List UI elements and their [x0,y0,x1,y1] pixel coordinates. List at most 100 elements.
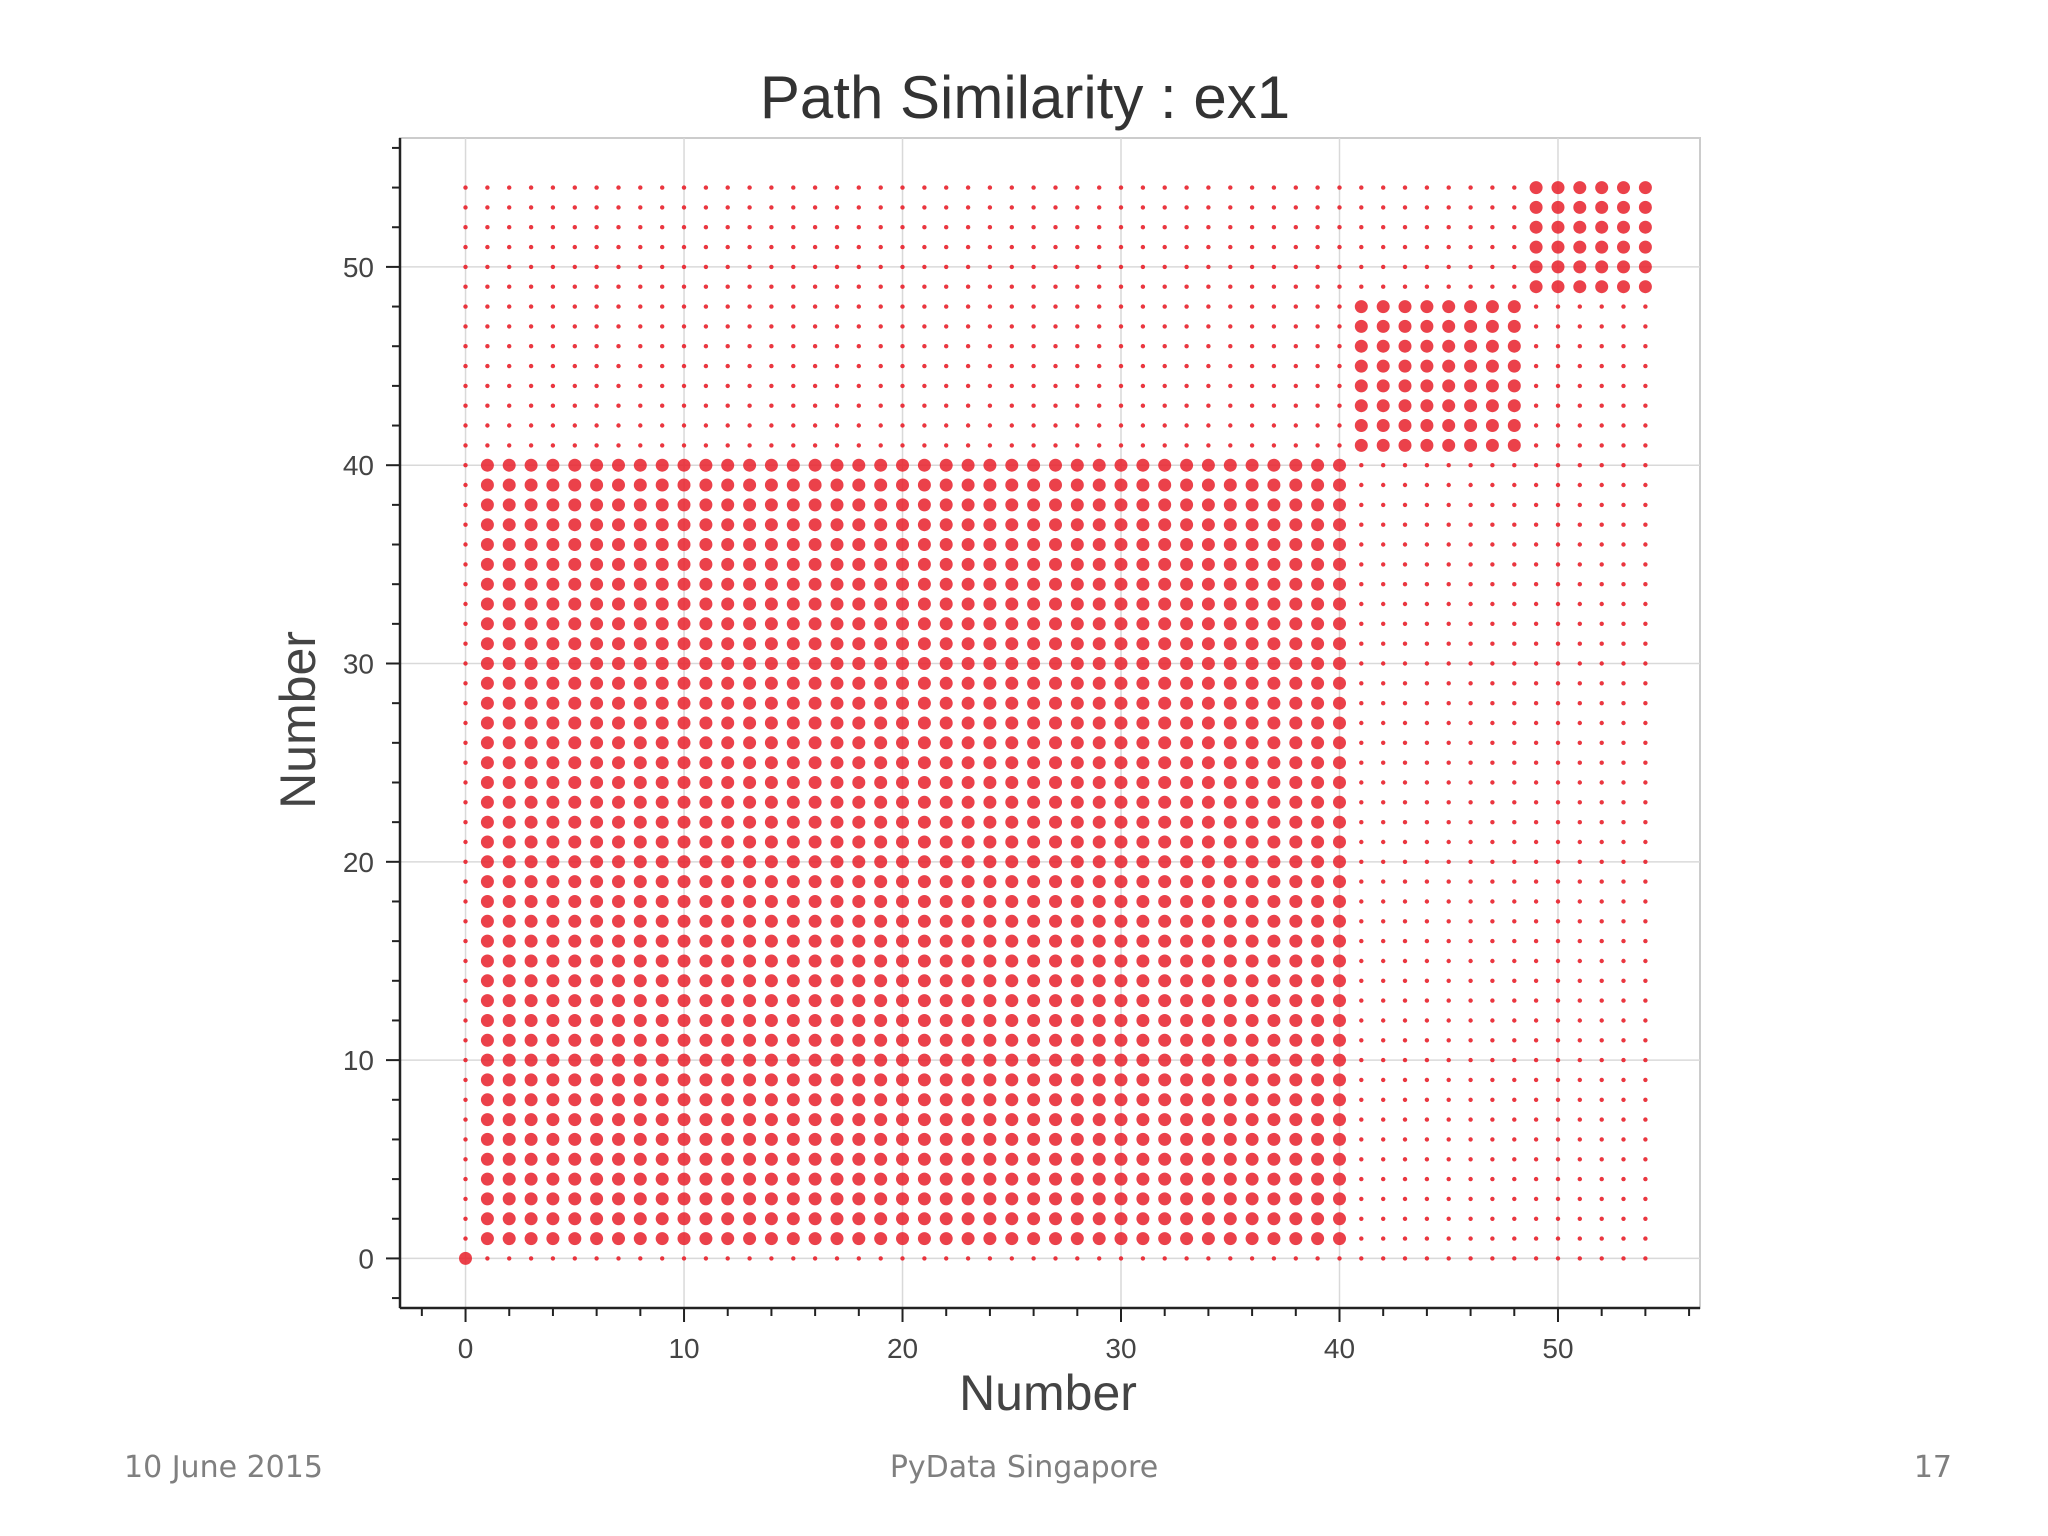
data-point [1289,1113,1303,1127]
data-point [1114,1192,1128,1206]
data-point [568,1113,582,1127]
data-point [1359,1236,1364,1241]
data-point [1354,300,1368,314]
data-point [747,403,752,408]
data-point [1577,423,1583,428]
data-point [1643,621,1648,626]
data-point [568,577,582,591]
data-point [1468,958,1473,964]
data-point [1311,1172,1325,1186]
data-point [528,443,534,448]
data-point [1114,855,1128,869]
data-point [590,855,604,869]
data-point [699,617,713,631]
data-point [808,815,822,829]
data-point [1337,264,1342,270]
data-point [1402,998,1408,1003]
data-point [1555,1117,1561,1122]
data-point [786,934,800,948]
data-point [633,637,647,651]
data-point [1512,582,1517,587]
data-point [699,538,713,551]
data-point [1551,280,1565,294]
data-point [1599,800,1604,805]
data-point [568,974,582,988]
data-point [655,557,669,571]
data-point [638,443,643,448]
data-point [812,225,818,230]
data-point [896,895,909,908]
data-point [1158,1053,1172,1067]
data-point [791,324,796,329]
data-point [1555,621,1561,626]
data-point [874,1232,888,1246]
data-point [568,756,582,770]
data-point [1621,1018,1626,1023]
data-point [1180,914,1194,928]
data-point [480,1053,494,1067]
data-point [1599,760,1604,765]
data-point [764,776,778,789]
data-point [1289,736,1303,750]
data-point [1070,518,1084,532]
data-point [939,696,953,710]
data-point [550,244,556,250]
data-point [677,597,691,611]
data-point [1643,383,1648,389]
data-point [1201,617,1215,631]
data-point [1333,756,1346,770]
data-point [594,264,599,270]
data-point [1114,914,1128,928]
data-point [1359,1157,1364,1162]
data-point [1533,1018,1539,1023]
data-point [655,1033,669,1047]
data-point [1097,423,1102,428]
data-point [917,954,931,968]
data-point [983,557,997,571]
data-point [834,284,840,289]
data-point [1180,795,1194,809]
data-point [812,284,818,289]
data-point [1621,482,1626,488]
data-point [1114,1093,1128,1107]
data-point [502,637,516,651]
data-point [1577,1097,1583,1103]
data-point [786,597,800,611]
data-point [1424,244,1430,250]
data-point [1621,780,1626,785]
data-point [1599,780,1604,785]
data-point [808,1014,822,1027]
data-point [463,1117,468,1122]
data-point [830,914,844,928]
data-point [1053,344,1058,349]
data-point [874,1093,888,1107]
data-point [1577,839,1583,845]
data-point [677,716,691,730]
data-point [1249,264,1255,270]
data-point [878,344,883,349]
data-point [546,478,560,492]
data-point [594,403,599,408]
data-point [1049,637,1062,651]
data-point [1468,542,1473,547]
data-point [1136,478,1150,492]
data-point [1049,696,1062,710]
data-point [1617,200,1630,214]
data-point [900,264,905,270]
data-point [590,994,604,1008]
data-point [1643,601,1648,607]
data-point [660,344,665,349]
data-point [1512,1256,1517,1261]
data-point [1180,756,1194,770]
data-point [1643,344,1648,349]
data-point [747,304,752,309]
data-point [1158,597,1172,611]
data-point [502,617,516,631]
data-point [546,657,560,670]
data-point [1267,1232,1281,1246]
data-point [1070,875,1084,889]
data-point [1424,641,1430,646]
data-point [1621,740,1626,745]
data-point [546,1192,560,1206]
data-point [703,264,709,270]
